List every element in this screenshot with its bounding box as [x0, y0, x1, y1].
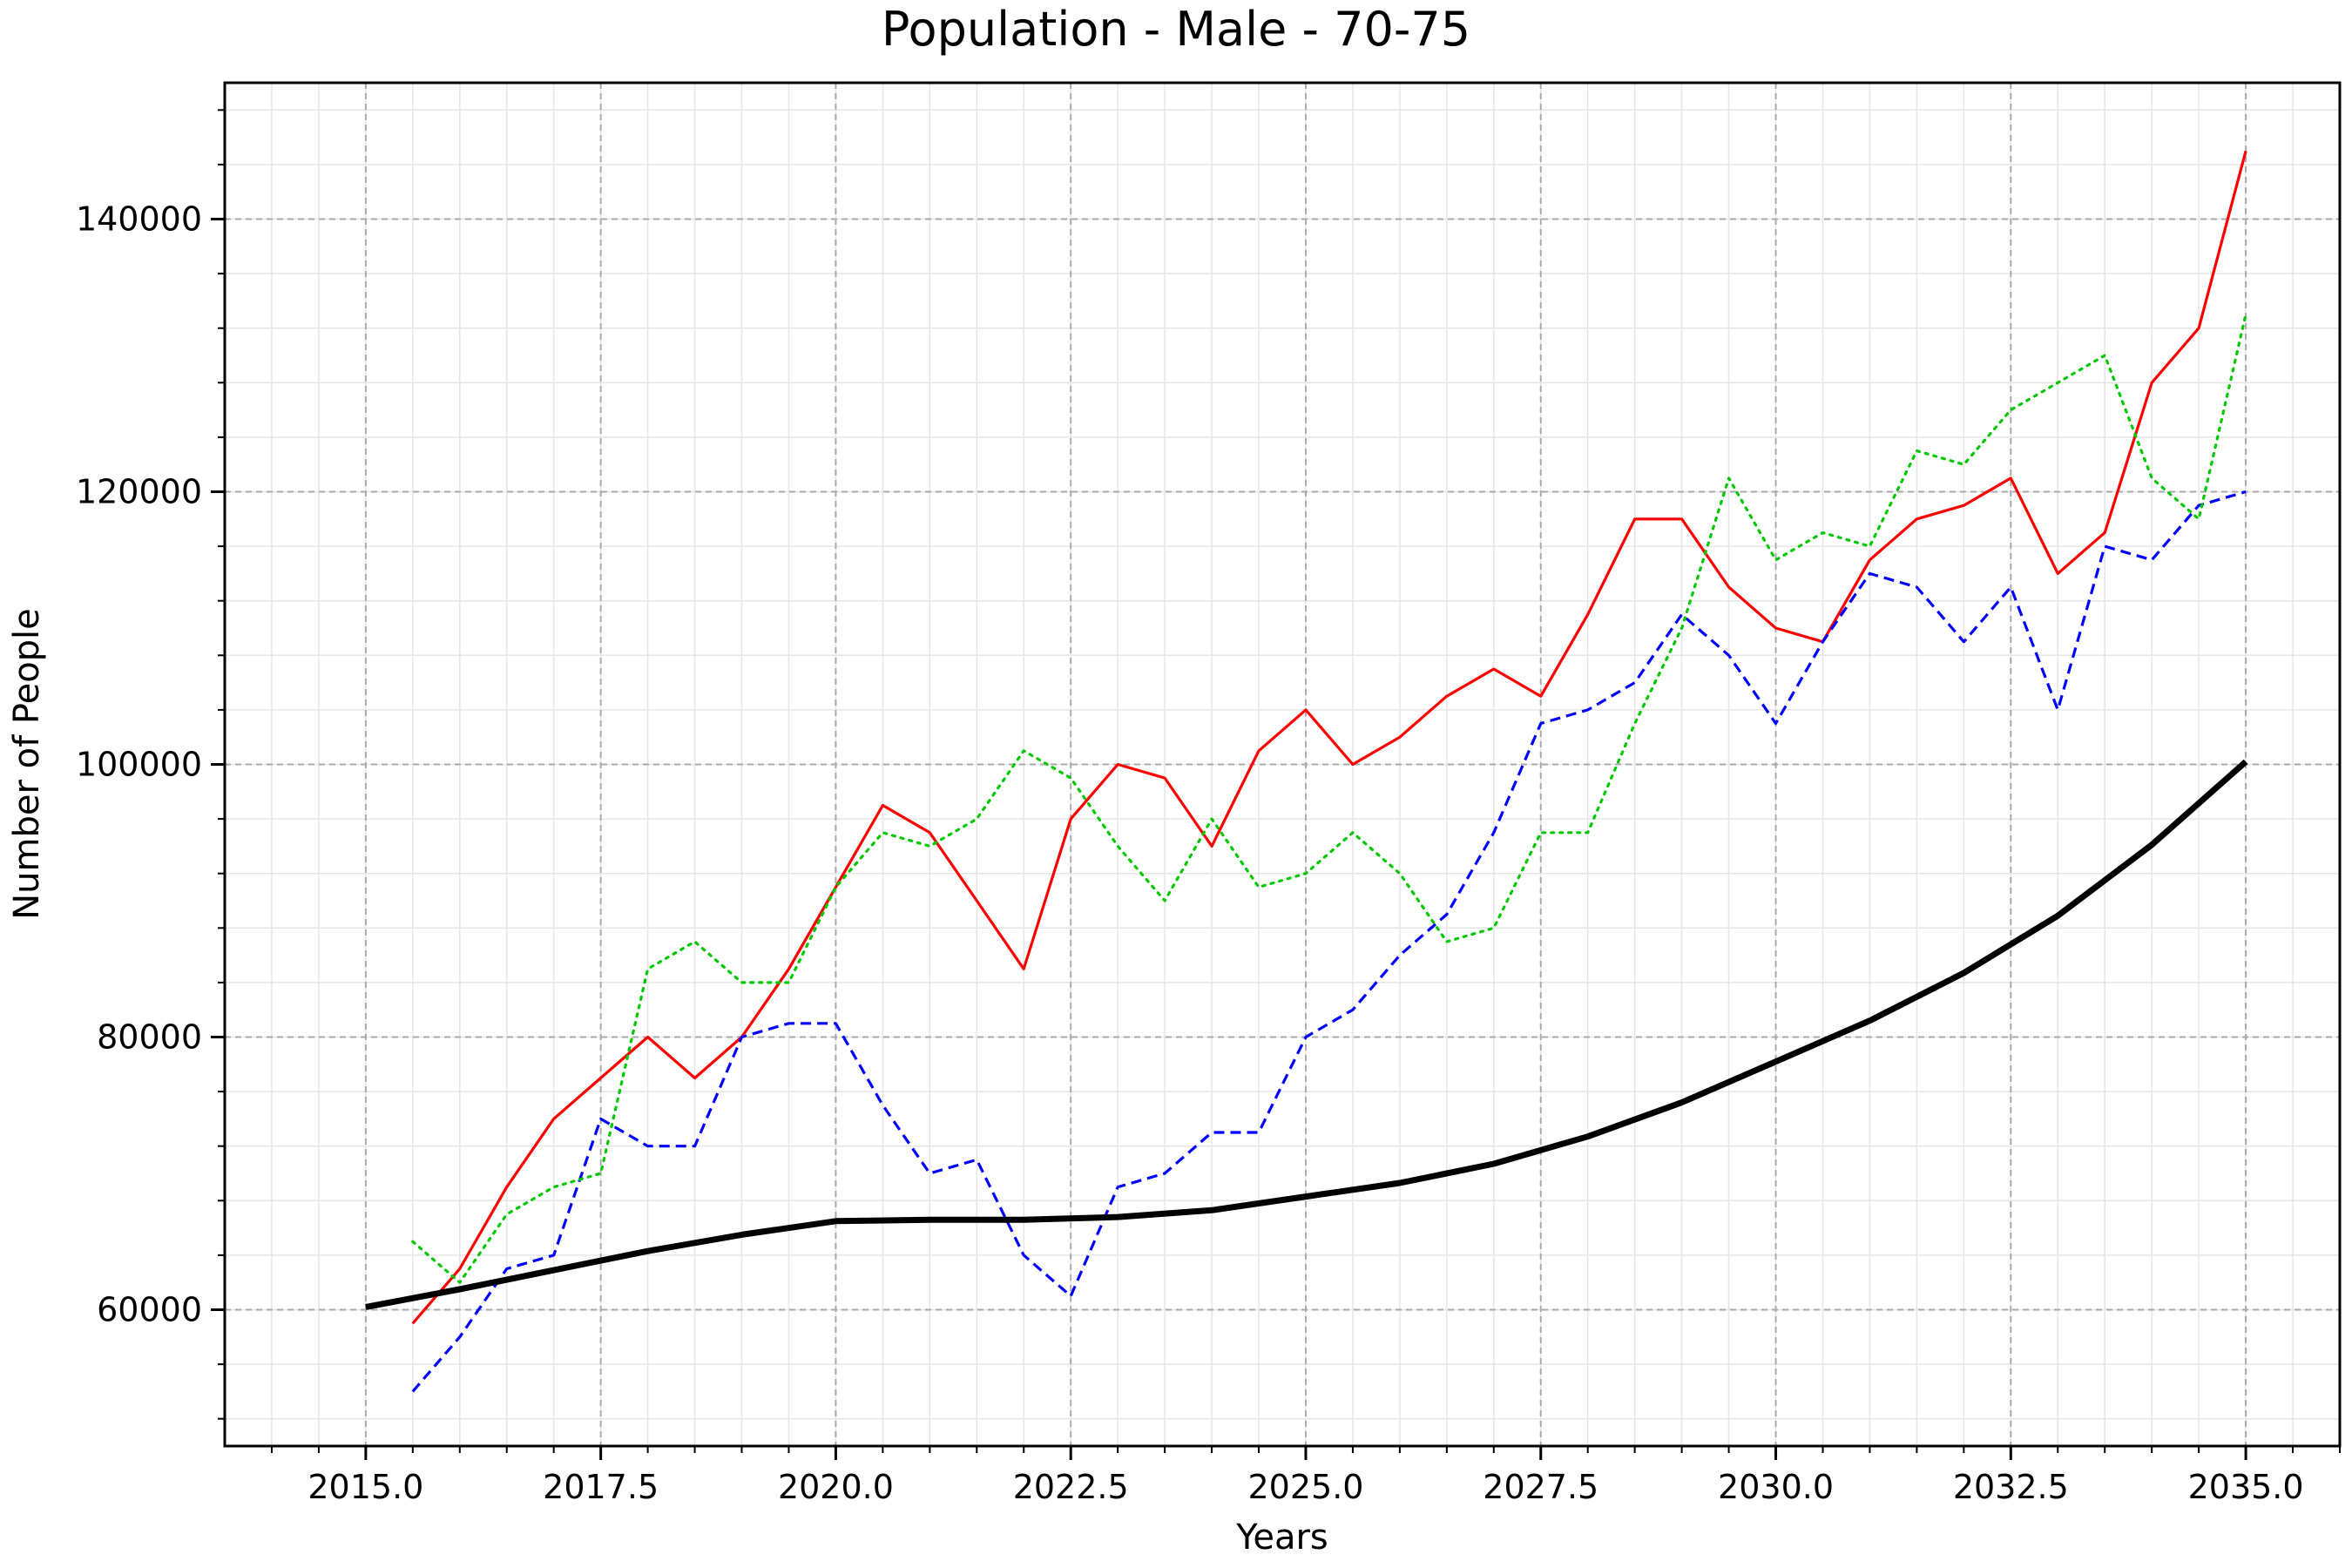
- x-axis-ticks: 2015.0 2017.5 2020.0 2022.5 2025.0 2027.5 2030…: [270, 1446, 2341, 1506]
- x-tick-label: 2027.5: [1483, 1468, 1598, 1506]
- chart-title: Population - Male - 70-75: [882, 2, 1470, 57]
- major-gridlines: [225, 83, 2340, 1446]
- x-tick-label: 2032.5: [1953, 1468, 2069, 1506]
- y-tick-label: 60000: [97, 1291, 202, 1329]
- x-tick-label: 2020.0: [778, 1468, 894, 1506]
- series-line-4: [365, 759, 2248, 1310]
- series-line-2: [411, 490, 2247, 1393]
- y-axis-ticks: 60000 80000 100000 120000 140000: [76, 109, 225, 1420]
- x-tick-label: 2035.0: [2188, 1468, 2304, 1506]
- series-line-3: [411, 313, 2247, 1284]
- x-tick-label: 2022.5: [1013, 1468, 1129, 1506]
- x-tick-label: 2030.0: [1718, 1468, 1834, 1506]
- x-tick-label: 2025.0: [1247, 1468, 1363, 1506]
- y-tick-label: 120000: [76, 473, 202, 511]
- x-tick-label: 2015.0: [308, 1468, 423, 1506]
- y-tick-label: 100000: [76, 746, 202, 784]
- y-axis-label: Number of People: [7, 608, 47, 920]
- y-tick-label: 80000: [97, 1018, 202, 1057]
- x-tick-label: 2017.5: [543, 1468, 659, 1506]
- plot-series: [365, 150, 2248, 1393]
- x-axis-label: Years: [1235, 1517, 1328, 1558]
- series-line-1: [411, 150, 2247, 1325]
- y-tick-label: 140000: [76, 200, 202, 239]
